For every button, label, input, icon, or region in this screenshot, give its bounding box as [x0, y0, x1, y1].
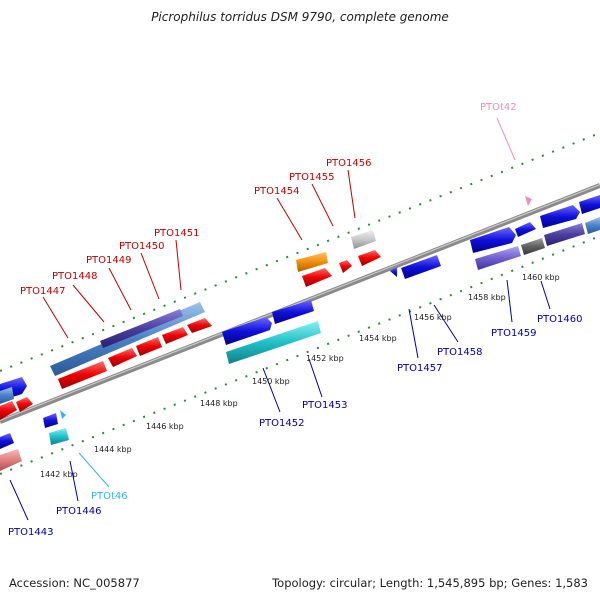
- kbp-tick-label: 1460 kbp: [522, 273, 560, 282]
- gene-arrow[interactable]: [0, 449, 22, 471]
- leader-line: [433, 304, 459, 343]
- gene-arrow[interactable]: [521, 238, 545, 255]
- gene-arrow-group-forward: [0, 195, 600, 471]
- kbp-tick-label: 1454 kbp: [359, 334, 397, 343]
- gene-arrow[interactable]: [162, 327, 188, 344]
- leader-line: [175, 239, 182, 291]
- trna-marker[interactable]: [60, 410, 66, 419]
- trna-label[interactable]: PTOt46: [91, 491, 128, 502]
- genome-backbone-highlight: [0, 183, 600, 422]
- trna-marker[interactable]: [525, 196, 532, 206]
- gene-arrow[interactable]: [302, 268, 332, 287]
- gene-arrow[interactable]: [544, 223, 585, 246]
- leader-line: [276, 197, 303, 241]
- leader-line: [506, 279, 513, 323]
- gene-arrow[interactable]: [226, 321, 321, 364]
- gene-arrow[interactable]: [585, 217, 600, 234]
- leader-line: [69, 460, 79, 502]
- gene-label[interactable]: PTO1451: [154, 228, 199, 239]
- gene-arrow[interactable]: [187, 318, 212, 333]
- gene-label[interactable]: PTO1459: [491, 328, 536, 339]
- kbp-tick-label: 1448 kbp: [200, 399, 238, 408]
- gene-arrow[interactable]: [339, 260, 352, 273]
- leader-line: [108, 267, 132, 311]
- kbp-tick-label: 1446 kbp: [146, 422, 184, 431]
- gene-label[interactable]: PTO1448: [52, 271, 97, 282]
- trna-label[interactable]: PTOt42: [480, 102, 517, 113]
- gene-arrow[interactable]: [351, 230, 376, 249]
- gene-label[interactable]: PTO1457: [397, 363, 442, 374]
- gene-arrow[interactable]: [0, 401, 17, 420]
- gene-arrow[interactable]: [390, 267, 397, 277]
- kbp-tick-label: 1458 kbp: [468, 293, 506, 302]
- kbp-tick-label: 1444 kbp: [94, 445, 132, 454]
- leader-line: [140, 252, 160, 300]
- gene-arrow[interactable]: [58, 361, 107, 389]
- leader-line: [311, 183, 334, 227]
- leader-line: [540, 280, 551, 310]
- leader-line: [496, 117, 516, 161]
- kbp-tick-label: 1456 kbp: [414, 313, 452, 322]
- gene-arrow[interactable]: [0, 387, 14, 404]
- gene-label[interactable]: PTO1456: [326, 158, 371, 169]
- gene-label[interactable]: PTO1454: [254, 186, 299, 197]
- gene-label[interactable]: PTO1450: [119, 241, 164, 252]
- gene-arrow[interactable]: [16, 397, 33, 412]
- gene-arrow[interactable]: [222, 317, 272, 345]
- gene-label[interactable]: PTO1458: [437, 347, 482, 358]
- gene-arrow[interactable]: [579, 195, 600, 214]
- gene-arrow[interactable]: [540, 205, 580, 228]
- accession-text: Accession: NC_005877: [9, 576, 140, 590]
- kbp-tick-label: 1442 kbp: [40, 470, 78, 479]
- kbp-tick-label: 1452 kbp: [306, 354, 344, 363]
- leader-line: [308, 358, 323, 398]
- leader-line: [262, 367, 281, 413]
- gene-arrow[interactable]: [49, 428, 69, 445]
- gene-label[interactable]: PTO1443: [8, 527, 53, 538]
- gene-label[interactable]: PTO1452: [259, 418, 304, 429]
- gene-arrow[interactable]: [358, 250, 381, 266]
- gene-arrow[interactable]: [43, 413, 58, 428]
- kbp-tick-label: 1450 kbp: [252, 377, 290, 386]
- map-title: Picrophilus torridus DSM 9790, complete …: [151, 10, 449, 24]
- gene-label[interactable]: PTO1446: [56, 506, 101, 517]
- gene-label[interactable]: PTO1447: [20, 286, 65, 297]
- gene-arrow[interactable]: [470, 227, 516, 253]
- leader-line: [78, 452, 110, 488]
- gene-arrow[interactable]: [475, 246, 521, 270]
- gene-arrow[interactable]: [401, 255, 441, 279]
- gene-label[interactable]: PTO1460: [537, 314, 582, 325]
- leader-line: [347, 169, 356, 219]
- gene-arrow[interactable]: [0, 433, 14, 449]
- gene-arrow[interactable]: [108, 348, 137, 367]
- gene-arrow[interactable]: [136, 337, 162, 356]
- kbp-ruler: 1442 kbp 1444 kbp 1446 kbp 1448 kbp 1450…: [40, 273, 560, 479]
- gene-label[interactable]: PTO1455: [289, 172, 334, 183]
- leader-line: [42, 296, 69, 339]
- leader-line: [72, 284, 105, 323]
- gene-arrow[interactable]: [100, 309, 183, 348]
- gene-arrow[interactable]: [515, 222, 536, 237]
- leader-line: [408, 308, 419, 359]
- gene-label[interactable]: PTO1449: [86, 255, 131, 266]
- gene-arrow[interactable]: [272, 300, 314, 324]
- gene-label[interactable]: PTO1453: [302, 400, 347, 411]
- leader-line: [9, 479, 29, 521]
- genome-summary-text: Topology: circular; Length: 1,545,895 bp…: [272, 576, 588, 590]
- gene-arrow[interactable]: [296, 252, 328, 272]
